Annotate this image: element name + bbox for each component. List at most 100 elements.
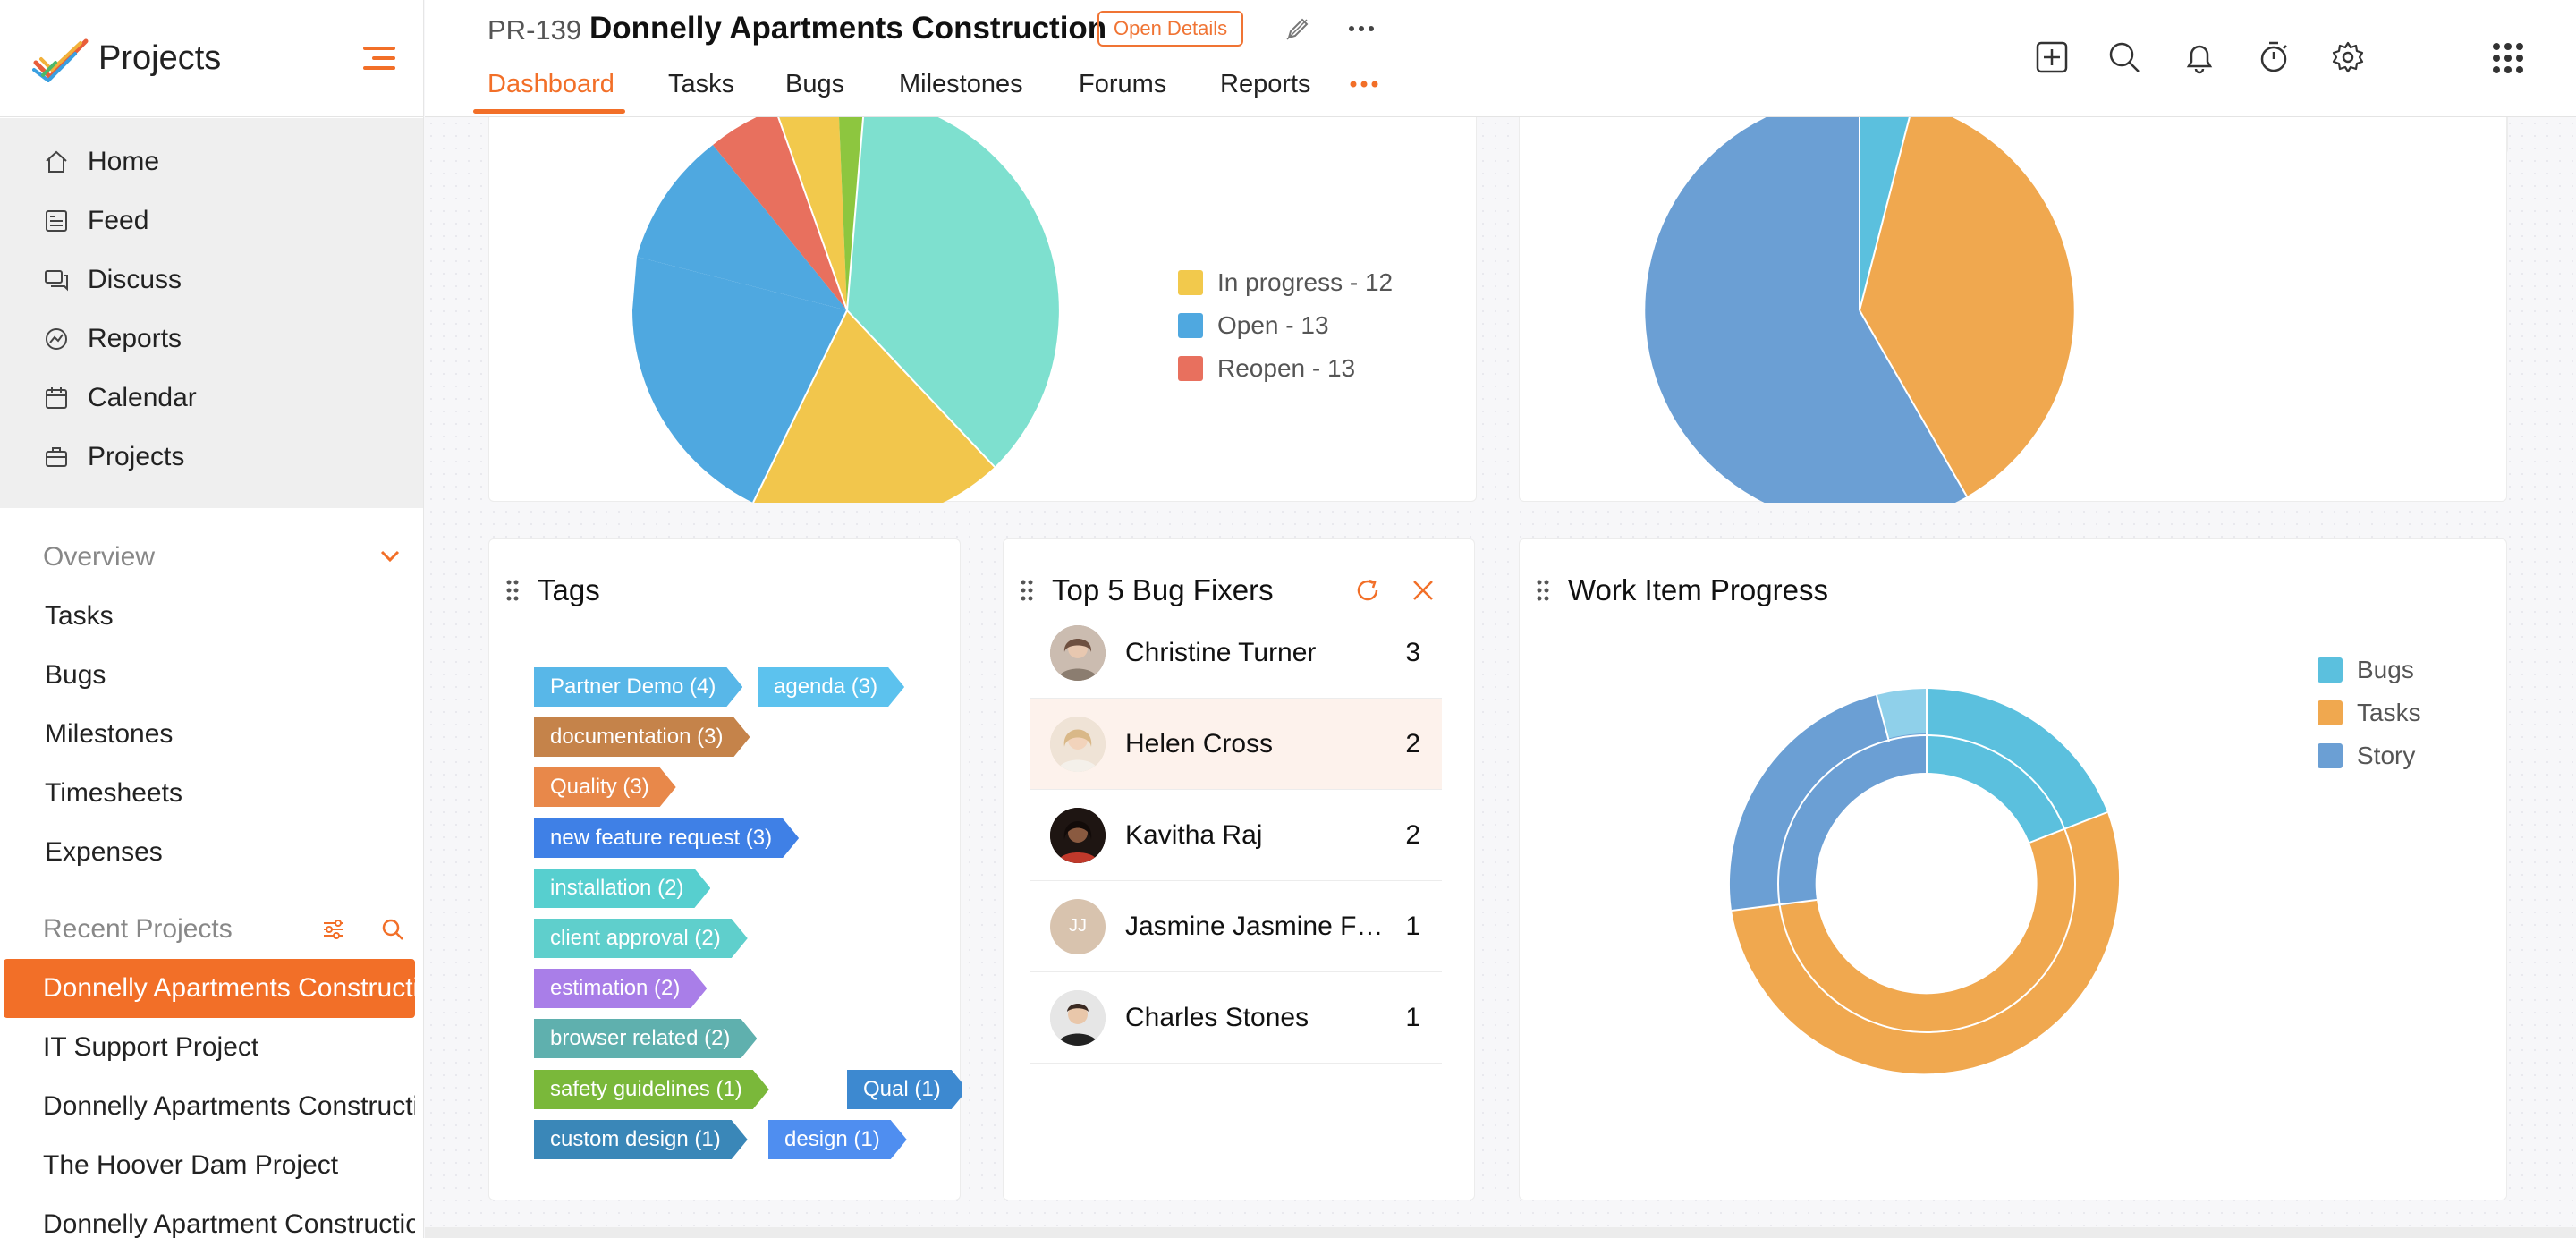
legend-item: In progress - 12 [1178, 268, 1393, 297]
overview-milestones[interactable]: Milestones [45, 719, 174, 749]
tab-tasks[interactable]: Tasks [668, 70, 735, 98]
tab-dashboard[interactable]: Dashboard [487, 70, 614, 98]
gear-icon[interactable] [2328, 38, 2368, 77]
card-title: Top 5 Bug Fixers [1052, 573, 1274, 606]
tag-chip[interactable]: design (1) [768, 1120, 907, 1159]
discuss-icon [45, 270, 68, 292]
legend-label: Story [2357, 742, 2416, 769]
bug-fixer-row[interactable]: JJ Jasmine Jasmine Fr... 1 [1030, 881, 1442, 972]
tag-chip[interactable]: installation (2) [534, 869, 710, 908]
projects-logo-icon [32, 38, 89, 82]
nav-label: Calendar [88, 383, 197, 412]
recent-project-item[interactable]: IT Support Project [43, 1032, 259, 1062]
tag-chip[interactable]: documentation (3) [534, 717, 750, 757]
refresh-icon[interactable] [1354, 577, 1381, 604]
nav-discuss[interactable]: Discuss [0, 250, 423, 310]
overview-expenses[interactable]: Expenses [45, 837, 163, 867]
nav-reports[interactable]: Reports [0, 310, 423, 369]
nav-feed[interactable]: Feed [0, 191, 423, 250]
bug-fixer-name: Christine Turner [1125, 637, 1317, 667]
pie-slice-closed [847, 117, 1059, 467]
recent-project-item[interactable]: Donnelly Apartment Construction [43, 1209, 415, 1238]
bug-fixer-count: 3 [1405, 637, 1420, 667]
bug-fixer-row[interactable]: Charles Stones 1 [1030, 972, 1442, 1064]
tab-milestones[interactable]: Milestones [899, 70, 1023, 98]
recent-project-item[interactable]: The Hoover Dam Project [43, 1150, 339, 1180]
overview-heading[interactable]: Overview [43, 542, 156, 572]
tab-bugs[interactable]: Bugs [785, 70, 845, 98]
bug-fixer-count: 2 [1405, 819, 1420, 850]
tag-chip[interactable]: agenda (3) [758, 667, 904, 707]
recent-project-item[interactable]: Donnelly Apartments Construction [43, 1091, 415, 1121]
tab-reports[interactable]: Reports [1220, 70, 1311, 98]
tab-forums[interactable]: Forums [1079, 70, 1167, 98]
bug-fixer-name: Jasmine Jasmine Fr... [1125, 911, 1385, 941]
timer-icon[interactable] [2254, 38, 2293, 77]
tag-chip[interactable]: new feature request (3) [534, 818, 799, 858]
recent-project-item[interactable]: Donnelly Apartments Construction [4, 959, 415, 1018]
pie-slice-open-main [632, 257, 847, 503]
nav-home[interactable]: Home [0, 132, 423, 191]
reports-icon [46, 328, 67, 350]
calendar-icon [46, 387, 67, 409]
project-code: PR-139 [487, 14, 582, 46]
bell-icon[interactable] [2180, 38, 2219, 77]
nav-label: Reports [88, 324, 182, 353]
bug-fixer-name: Helen Cross [1125, 728, 1274, 759]
tag-chip[interactable]: browser related (2) [534, 1019, 757, 1058]
legend-swatch [2318, 657, 2343, 683]
overview-tasks[interactable]: Tasks [45, 601, 114, 631]
more-tabs-icon[interactable] [1348, 75, 1380, 93]
status-badge[interactable]: Open Details [1097, 11, 1244, 47]
bug-fixers-card: Top 5 Bug Fixers Christine Turner 3 Hele… [1003, 538, 1475, 1200]
close-icon[interactable] [1411, 579, 1435, 602]
more-options-icon[interactable] [1346, 18, 1377, 39]
app-name: Projects [98, 39, 222, 77]
overview-timesheets[interactable]: Timesheets [45, 778, 182, 808]
tag-chip[interactable]: Partner Demo (4) [534, 667, 742, 707]
inner-slice-tasks [1778, 828, 2078, 1036]
add-icon[interactable] [2032, 38, 2072, 77]
pie-slice-open [637, 145, 847, 310]
tag-chip[interactable]: Quality (3) [534, 767, 676, 807]
tag-cloud: Partner Demo (4) agenda (3) documentatio… [489, 539, 962, 1179]
bug-fixer-row[interactable]: Christine Turner 3 [1030, 607, 1442, 699]
tag-chip[interactable]: safety guidelines (1) [534, 1070, 769, 1109]
tag-chip[interactable]: estimation (2) [534, 969, 707, 1008]
pie-slice-story [1645, 117, 1967, 503]
search-icon[interactable] [379, 916, 406, 943]
legend-label: Bugs [2357, 656, 2414, 683]
bug-fixer-row[interactable]: Kavitha Raj 2 [1030, 790, 1442, 881]
nav-calendar[interactable]: Calendar [0, 369, 423, 428]
drag-handle-icon[interactable] [1536, 579, 1550, 602]
edit-pen-icon[interactable] [1284, 14, 1312, 43]
legend-item: Story [2318, 742, 2415, 770]
type-chart-card [1519, 117, 2507, 503]
overview-bugs[interactable]: Bugs [45, 660, 106, 690]
nav-projects[interactable]: Projects [0, 428, 423, 487]
active-tab-indicator [473, 109, 625, 114]
drag-handle-icon[interactable] [1020, 579, 1034, 602]
tags-card: Tags Partner Demo (4) agenda (3) documen… [488, 538, 961, 1200]
app-grid-icon[interactable] [2491, 41, 2525, 75]
bug-fixer-row[interactable]: Helen Cross 2 [1030, 699, 1442, 790]
status-pie-chart [632, 117, 1059, 503]
nav-label: Home [88, 147, 160, 176]
tag-chip[interactable]: Qual (1) [847, 1070, 962, 1109]
tag-chip[interactable]: custom design (1) [534, 1120, 748, 1159]
dashboard-content: In progress - 12 Open - 13 Reopen - 13 T… [425, 117, 2576, 1238]
tag-chip[interactable]: client approval (2) [534, 919, 748, 958]
legend-item: Bugs [2318, 656, 2414, 684]
horizontal-scrollbar[interactable] [425, 1227, 2576, 1238]
filter-sliders-icon[interactable] [320, 916, 347, 943]
chevron-down-icon[interactable] [379, 549, 401, 564]
inner-slice-bugs [1927, 733, 2066, 843]
avatar [1050, 989, 1106, 1046]
project-title: Donnelly Apartments Construction [589, 11, 1107, 46]
legend-item: Tasks [2318, 699, 2421, 727]
search-icon[interactable] [2105, 38, 2144, 77]
drag-handle-icon[interactable] [505, 579, 520, 602]
inner-slice-story [1776, 733, 1927, 906]
menu-toggle-icon[interactable] [361, 43, 397, 73]
